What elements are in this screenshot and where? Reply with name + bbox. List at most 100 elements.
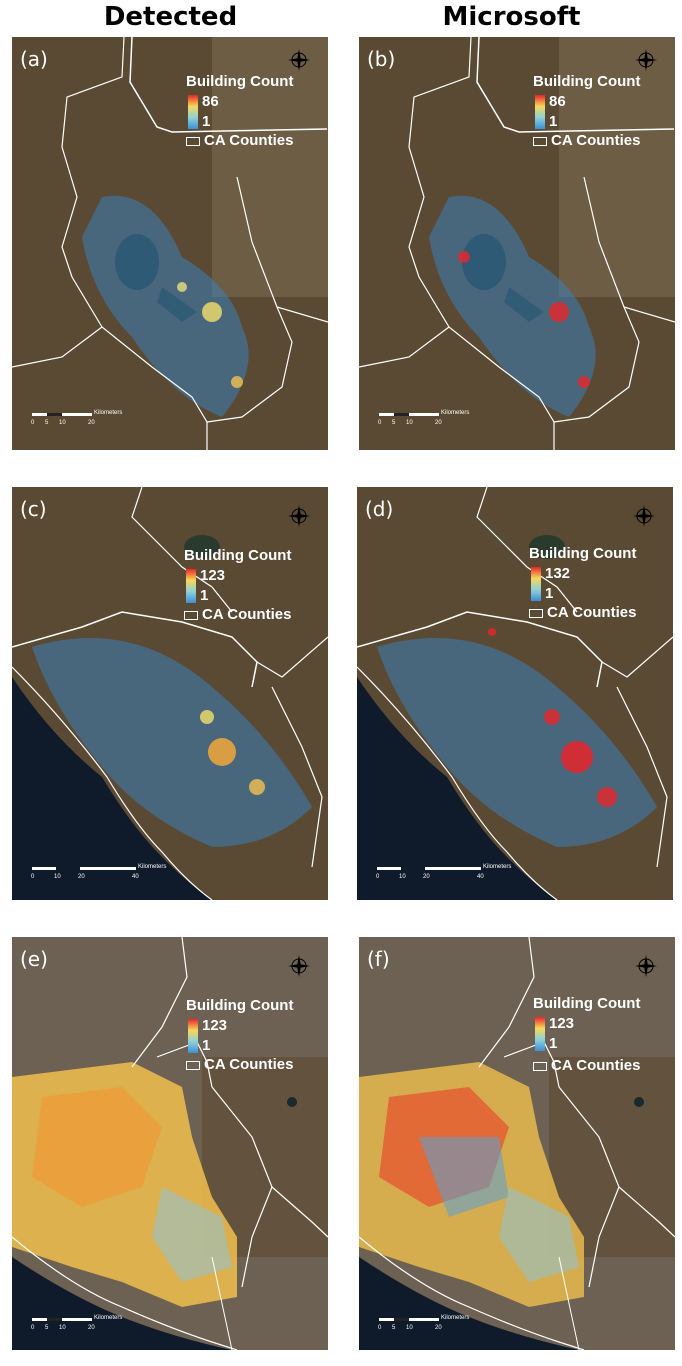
legend-max: 86	[549, 93, 566, 110]
satellite-map-c	[12, 487, 328, 900]
legend-max: 123	[200, 567, 226, 584]
north-arrow-icon	[288, 505, 310, 527]
north-arrow-icon	[633, 505, 655, 527]
legend-max: 132	[545, 565, 571, 582]
legend: Building Count 86 1 CA Counties	[533, 73, 673, 153]
counties-label: CA Counties	[202, 606, 292, 623]
panel-label: (d)	[365, 497, 394, 521]
scale-tick: 40	[132, 874, 139, 880]
scale-unit: Kilometers	[441, 1315, 470, 1321]
scale-unit: Kilometers	[483, 864, 512, 870]
color-ramp	[188, 1019, 198, 1053]
north-arrow-icon	[635, 955, 657, 977]
satellite-map-f	[359, 937, 675, 1350]
legend-min: 1	[545, 585, 554, 602]
counties-label: CA Counties	[204, 1056, 294, 1073]
north-arrow-icon	[635, 49, 657, 71]
map-panel-d: (d) Building Count 132 1 CA Counties 0 1…	[357, 487, 673, 900]
satellite-map-d	[357, 487, 673, 900]
satellite-map-a	[12, 37, 328, 450]
scale-tick: 20	[435, 1325, 442, 1331]
color-ramp	[188, 95, 198, 129]
map-panel-e: (e) Building Count 123 1 CA Counties 0 5…	[12, 937, 328, 1350]
scale-tick: 20	[423, 874, 430, 880]
legend: Building Count 123 1 CA Counties	[186, 997, 326, 1077]
scale-tick: 0	[31, 1325, 35, 1331]
county-swatch	[184, 610, 198, 620]
legend-min: 1	[200, 587, 209, 604]
scale-tick: 10	[406, 1325, 413, 1331]
legend-max: 86	[202, 93, 219, 110]
scale-unit: Kilometers	[94, 410, 123, 416]
scale-tick: 20	[88, 420, 95, 426]
color-ramp	[186, 569, 196, 603]
north-arrow-icon	[288, 49, 310, 71]
scale-bar: 0 10 20 40 Kilometers	[376, 864, 527, 888]
legend: Building Count 123 1 CA Counties	[184, 547, 324, 627]
map-panel-b: (b) Building Count 86 1 CA Counties 0 5 …	[359, 37, 675, 450]
scale-bar: 0 5 10 20 Kilometers	[378, 1315, 529, 1339]
scale-tick: 10	[406, 420, 413, 426]
counties-legend: CA Counties	[186, 132, 293, 149]
counties-legend: CA Counties	[533, 1057, 640, 1074]
color-ramp	[535, 95, 545, 129]
county-swatch	[533, 136, 547, 146]
scale-tick: 0	[376, 874, 380, 880]
legend: Building Count 132 1 CA Counties	[529, 545, 669, 625]
panel-label: (c)	[20, 497, 47, 521]
legend-max: 123	[549, 1015, 575, 1032]
color-ramp	[535, 1017, 545, 1051]
north-arrow-icon	[288, 955, 310, 977]
panel-label: (f)	[367, 947, 390, 971]
county-swatch	[186, 1060, 200, 1070]
counties-legend: CA Counties	[533, 132, 640, 149]
scale-tick: 5	[45, 1325, 49, 1331]
legend-min: 1	[549, 1035, 558, 1052]
counties-label: CA Counties	[551, 132, 641, 149]
scale-bar: 0 10 20 40 Kilometers	[31, 864, 182, 888]
scale-tick: 5	[392, 1325, 396, 1331]
legend-min: 1	[202, 1037, 211, 1054]
scale-tick: 5	[392, 420, 396, 426]
county-swatch	[533, 1061, 547, 1071]
legend-title: Building Count	[186, 73, 294, 90]
scale-unit: Kilometers	[94, 1315, 123, 1321]
map-panel-f: (f) Building Count 123 1 CA Counties 0 5…	[359, 937, 675, 1350]
scale-bar: 0 5 10 20 Kilometers	[378, 410, 529, 434]
panel-label: (a)	[20, 47, 48, 71]
scale-tick: 10	[399, 874, 406, 880]
column-title-microsoft: Microsoft	[442, 2, 581, 32]
scale-tick: 20	[78, 874, 85, 880]
panel-label: (b)	[367, 47, 396, 71]
satellite-map-e	[12, 937, 328, 1350]
counties-label: CA Counties	[547, 604, 637, 621]
scale-tick: 0	[31, 874, 35, 880]
county-swatch	[529, 608, 543, 618]
legend-title: Building Count	[184, 547, 292, 564]
scale-tick: 5	[45, 420, 49, 426]
scale-unit: Kilometers	[138, 864, 167, 870]
counties-label: CA Counties	[204, 132, 294, 149]
scale-tick: 20	[88, 1325, 95, 1331]
counties-label: CA Counties	[551, 1057, 641, 1074]
scale-tick: 10	[59, 420, 66, 426]
map-panel-c: (c) Building Count 123 1 CA Counties 0 1…	[12, 487, 328, 900]
panel-label: (e)	[20, 947, 48, 971]
legend-max: 123	[202, 1017, 228, 1034]
counties-legend: CA Counties	[184, 606, 291, 623]
scale-tick: 0	[378, 420, 382, 426]
scale-tick: 10	[59, 1325, 66, 1331]
scale-bar: 0 5 10 20 Kilometers	[31, 1315, 182, 1339]
legend-title: Building Count	[533, 995, 641, 1012]
legend-min: 1	[202, 113, 211, 130]
scale-bar: 0 5 10 20 Kilometers	[31, 410, 182, 434]
legend-min: 1	[549, 113, 558, 130]
scale-tick: 40	[477, 874, 484, 880]
legend-title: Building Count	[533, 73, 641, 90]
color-ramp	[531, 567, 541, 601]
scale-tick: 0	[31, 420, 35, 426]
satellite-map-b	[359, 37, 675, 450]
column-title-detected: Detected	[103, 2, 238, 32]
county-swatch	[186, 136, 200, 146]
legend: Building Count 86 1 CA Counties	[186, 73, 326, 153]
